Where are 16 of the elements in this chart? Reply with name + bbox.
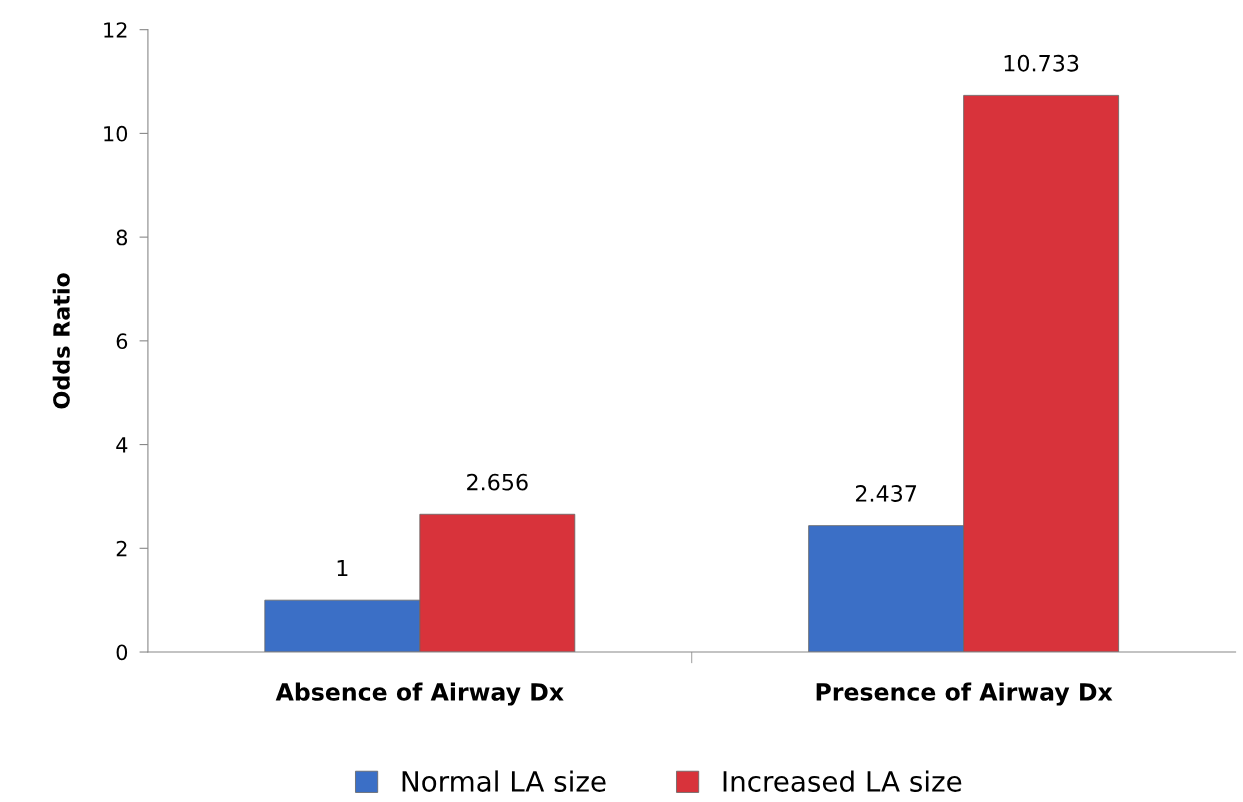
x-tick-label: Presence of Airway Dx — [816, 682, 1113, 706]
y-tick-label: 10 — [104, 125, 128, 142]
y-tick-label: 2 — [116, 540, 127, 557]
y-tick-label: 0 — [116, 644, 128, 661]
data-label: 10.733 — [1004, 54, 1079, 72]
data-label: 1 — [337, 559, 348, 577]
legend-label: Increased LA size — [723, 770, 962, 792]
y-tick-label: 12 — [104, 22, 127, 38]
y-tick-label: 4 — [116, 437, 128, 453]
data-label: 2.656 — [467, 473, 528, 491]
y-tick-label: 6 — [116, 333, 128, 350]
x-tick-label: Absence of Airway Dx — [275, 682, 564, 706]
y-tick-label: 8 — [116, 229, 128, 246]
legend-label: Normal LA size — [402, 770, 606, 792]
y-axis-title: Odds Ratio — [52, 273, 70, 409]
data-label: 2.437 — [855, 485, 917, 502]
